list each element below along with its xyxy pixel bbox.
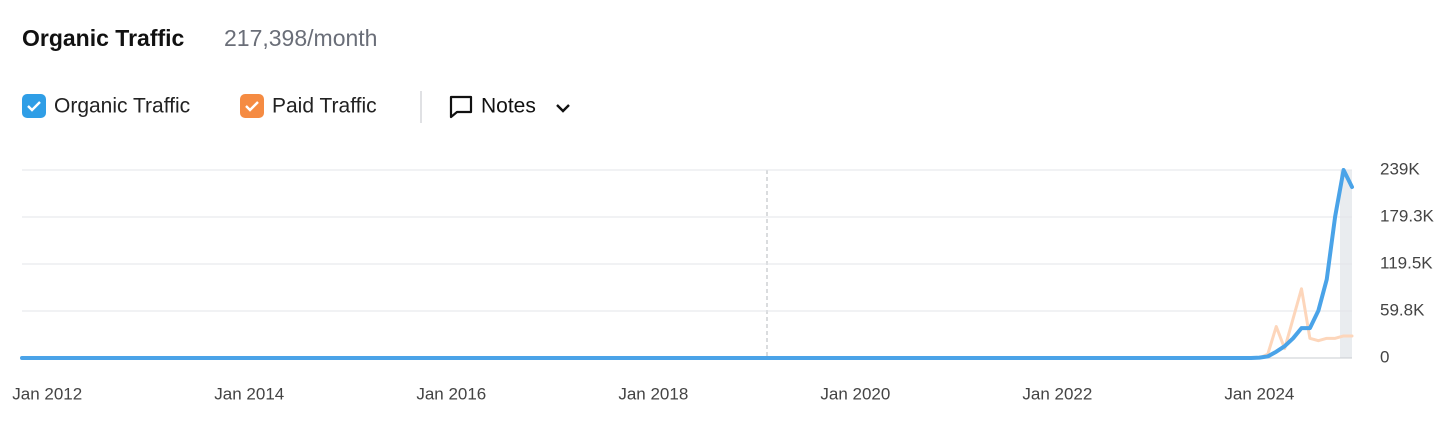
- legend-label: Paid Traffic: [272, 95, 377, 118]
- x-tick-label: Jan 2024: [1224, 384, 1294, 403]
- y-tick-label: 59.8K: [1380, 300, 1425, 319]
- legend-label: Organic Traffic: [54, 95, 190, 118]
- series-line: [20, 287, 1354, 360]
- notes-icon: [449, 95, 473, 119]
- chart-title: Organic Traffic: [22, 25, 185, 51]
- notes-label: Notes: [481, 95, 536, 118]
- x-tick-label: Jan 2020: [820, 384, 890, 403]
- y-tick-label: 179.3K: [1380, 206, 1435, 225]
- legend-paid[interactable]: Paid Traffic: [240, 94, 377, 118]
- checkbox[interactable]: [22, 94, 46, 118]
- lines: [20, 168, 1354, 360]
- chevron-icon: [556, 104, 570, 113]
- grid: 0 59.8K 119.5K 179.3K 239K Jan 2012 Jan 2014 Ja…: [12, 159, 1434, 403]
- check-icon: [27, 101, 41, 112]
- x-tick-label: Jan 2022: [1022, 384, 1092, 403]
- y-tick-label: 0: [1380, 347, 1389, 366]
- series-line: [20, 168, 1354, 360]
- x-tick-label: Jan 2014: [214, 384, 284, 403]
- legend-organic[interactable]: Organic Traffic: [22, 94, 190, 118]
- checkbox[interactable]: [240, 94, 264, 118]
- chart-subtitle: 217,398/month: [224, 25, 377, 51]
- y-tick-label: 239K: [1380, 159, 1420, 178]
- check-icon: [245, 101, 259, 112]
- y-tick-label: 119.5K: [1380, 253, 1433, 272]
- x-tick-label: Jan 2016: [416, 384, 486, 403]
- x-tick-label: Jan 2018: [618, 384, 688, 403]
- x-tick-label: Jan 2012: [12, 384, 82, 403]
- notes-button[interactable]: Notes: [449, 95, 570, 119]
